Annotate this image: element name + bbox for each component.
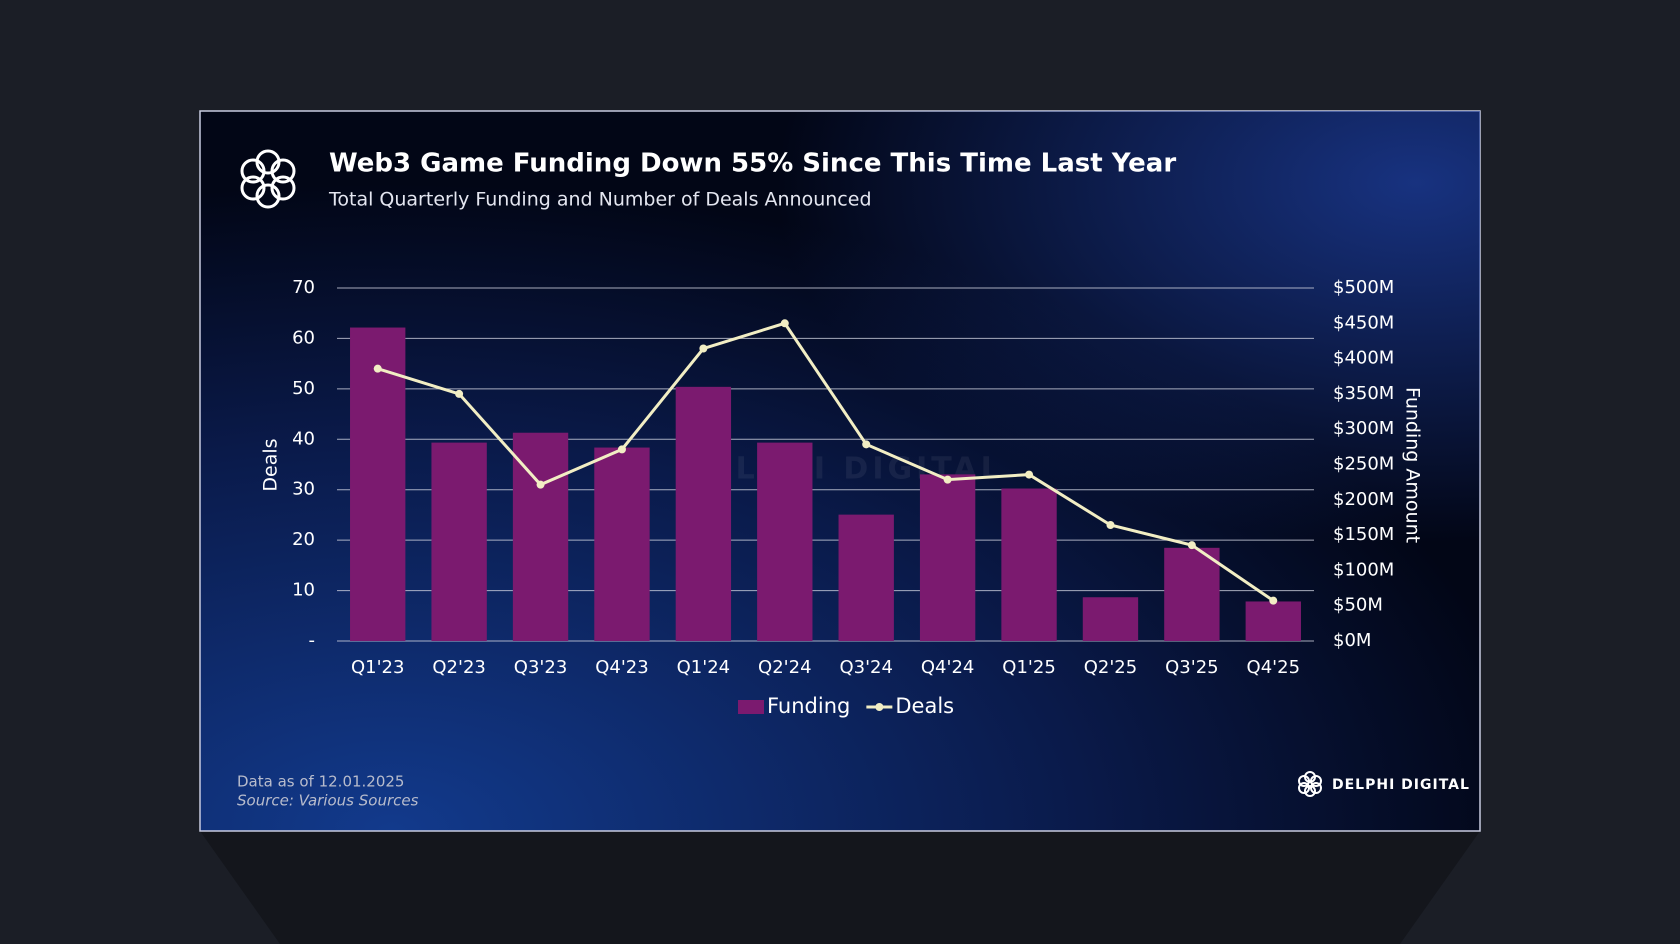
y2-tick-label: $450M	[1333, 312, 1394, 333]
line-point	[1269, 596, 1278, 605]
bar	[675, 386, 732, 641]
card-glow	[200, 111, 1480, 831]
line-point	[862, 440, 871, 449]
y2-tick-label: $200M	[1333, 489, 1394, 510]
chart-subtitle: Total Quarterly Funding and Number of De…	[328, 189, 872, 211]
shadow	[200, 831, 1480, 944]
x-tick-label: Q2'24	[758, 657, 811, 678]
y-tick-label: 50	[292, 378, 315, 399]
bar	[1001, 488, 1057, 641]
x-tick-label: Q1'24	[677, 657, 730, 678]
bar	[1245, 601, 1301, 641]
line-point	[780, 319, 789, 328]
line-point	[1025, 470, 1034, 479]
brand: DELPHI DIGITAL	[1332, 777, 1470, 793]
bar	[431, 442, 487, 641]
legend-label: Deals	[895, 694, 954, 718]
bar	[512, 432, 569, 641]
legend-swatch-dot	[875, 703, 884, 711]
x-tick-label: Q2'23	[432, 657, 485, 678]
y2-tick-label: $50M	[1333, 595, 1383, 616]
bar	[757, 442, 813, 641]
line	[377, 321, 1275, 602]
x-tick-label: Q1'23	[351, 657, 404, 678]
legend-swatch	[738, 700, 764, 714]
y2-tick-label: $300M	[1333, 418, 1394, 439]
bar	[1164, 547, 1220, 641]
bar	[838, 514, 894, 641]
y2-tick-label: $350M	[1333, 383, 1394, 404]
source: Source: Various Sources	[237, 792, 419, 810]
line-point	[617, 445, 626, 454]
x-tick-label: Q3'24	[839, 657, 892, 678]
line-point	[943, 475, 952, 484]
bar	[1082, 597, 1139, 641]
line-point	[1187, 541, 1196, 550]
x-tick-label: Q1'25	[1002, 657, 1055, 678]
y2-axis-label: Funding Amount	[1402, 387, 1424, 543]
y2-tick-label: $400M	[1333, 348, 1394, 369]
x-tick-label: Q3'23	[514, 657, 567, 678]
y2-tick-label: $500M	[1333, 277, 1394, 298]
y-tick-label: 60	[292, 327, 315, 348]
y-tick-label: 70	[292, 277, 315, 298]
y-tick-label: 20	[292, 529, 315, 550]
line-point	[455, 389, 464, 398]
y-axis-label: Deals	[260, 438, 282, 491]
line-point	[1106, 521, 1115, 530]
x-tick-label: Q4'25	[1247, 657, 1300, 678]
bar	[919, 474, 976, 641]
y-tick-label: 10	[292, 580, 315, 601]
line-point	[699, 344, 708, 353]
y-tick-label: 40	[292, 428, 315, 449]
y2-tick-label: $0M	[1333, 630, 1371, 651]
x-tick-label: Q2'25	[1084, 657, 1137, 678]
footnote: Data as of 12.01.2025	[237, 773, 404, 791]
bar	[350, 327, 406, 641]
legend-label: Funding	[767, 694, 850, 718]
x-tick-label: Q4'24	[921, 657, 974, 678]
y2-tick-label: $250M	[1333, 454, 1394, 475]
x-tick-label: Q4'23	[595, 657, 648, 678]
y2-tick-label: $150M	[1333, 524, 1394, 545]
brand-logo	[1298, 771, 1322, 797]
line-point	[536, 480, 545, 489]
y-tick-label: 30	[292, 479, 315, 500]
logo	[240, 149, 296, 209]
y-tick-label: -	[309, 630, 316, 651]
bar	[594, 447, 650, 641]
x-tick-label: Q3'25	[1165, 657, 1218, 678]
y2-tick-label: $100M	[1333, 559, 1394, 580]
chart-title: Web3 Game Funding Down 55% Since This Ti…	[329, 149, 1176, 179]
line-point	[373, 364, 382, 373]
